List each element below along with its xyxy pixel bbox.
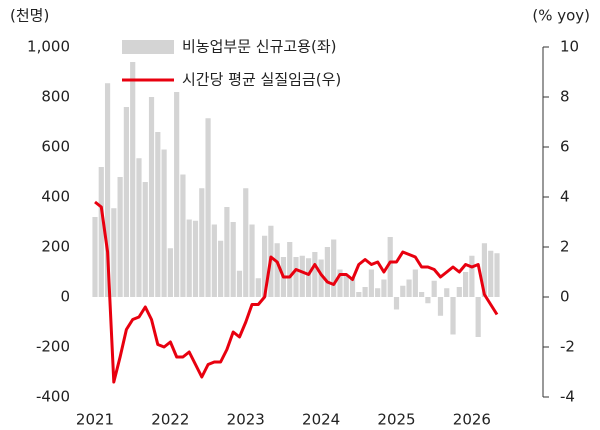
bar: [161, 149, 167, 297]
bar: [318, 259, 324, 297]
bar: [180, 174, 186, 297]
bar: [98, 167, 104, 297]
bar: [174, 92, 180, 297]
bar: [305, 258, 312, 297]
y-axis-label: (천명): [10, 7, 49, 25]
y2-tick-label: 8: [560, 88, 570, 106]
bar: [205, 118, 211, 297]
bar: [130, 62, 136, 297]
bar: [123, 107, 130, 297]
y2-tick-label: 0: [560, 288, 570, 306]
bar: [412, 269, 418, 297]
bar: [274, 243, 280, 297]
bar: [243, 188, 249, 297]
bar: [312, 252, 318, 297]
bar: [142, 182, 148, 297]
bar: [261, 235, 268, 297]
bar: [199, 188, 205, 297]
bar: [92, 217, 98, 297]
bar: [287, 242, 293, 297]
bar: [431, 280, 437, 297]
bar: [375, 288, 381, 297]
bar: [387, 237, 393, 297]
bar: [450, 297, 456, 335]
legend-swatch: [122, 40, 174, 54]
bar: [224, 207, 230, 297]
bar: [400, 285, 406, 297]
bar: [293, 257, 299, 297]
bar: [155, 132, 161, 297]
x-tick-label: 2023: [227, 411, 265, 429]
bar: [299, 255, 305, 297]
bar: [337, 269, 343, 297]
bar: [255, 278, 261, 297]
bar: [117, 177, 123, 297]
legend-label: 시간당 평균 실질임금(우): [182, 71, 341, 89]
bar: [136, 158, 142, 297]
bar: [218, 240, 224, 297]
y-tick-label: 600: [41, 138, 70, 156]
y-tick-label: 200: [41, 238, 70, 256]
y-tick-label: -200: [36, 338, 70, 356]
bar: [186, 219, 192, 297]
bar: [444, 288, 450, 297]
bar: [488, 250, 494, 297]
bar: [469, 255, 475, 297]
y2-tick-label: -2: [560, 338, 575, 356]
x-tick-label: 2026: [453, 411, 491, 429]
bar: [211, 224, 217, 297]
bar: [356, 292, 362, 297]
bar: [368, 269, 374, 297]
y2-axis-label: (% yoy): [532, 7, 590, 25]
bar: [349, 278, 356, 297]
legend-label: 비농업부문 신규고용(좌): [182, 38, 336, 56]
bar: [393, 297, 400, 310]
bar: [192, 220, 199, 297]
bar: [230, 222, 236, 297]
y2-tick-label: 10: [560, 38, 579, 56]
x-tick-label: 2024: [302, 411, 340, 429]
bar: [148, 97, 155, 297]
bar: [324, 247, 331, 297]
bar: [406, 279, 412, 297]
line: [94, 200, 499, 384]
y2-tick-label: 2: [560, 238, 570, 256]
bar: [437, 297, 444, 316]
y-tick-label: 1,000: [27, 38, 70, 56]
x-tick-label: 2021: [76, 411, 114, 429]
bar: [462, 272, 469, 297]
bar: [419, 292, 425, 297]
y-tick-label: 400: [41, 188, 70, 206]
bar: [111, 208, 117, 297]
bar: [362, 287, 368, 297]
y2-tick-label: 4: [560, 188, 570, 206]
y2-tick-label: 6: [560, 138, 570, 156]
bar: [475, 297, 481, 337]
bar: [331, 239, 337, 297]
bar: [236, 270, 243, 297]
bar: [456, 287, 462, 297]
bar: [425, 297, 431, 304]
bar: [481, 243, 488, 297]
bar: [494, 253, 500, 297]
y-tick-label: -400: [36, 388, 70, 406]
bar: [343, 274, 349, 297]
y2-tick-label: -4: [560, 388, 575, 406]
x-tick-label: 2022: [151, 411, 189, 429]
x-tick-label: 2025: [377, 411, 415, 429]
bar: [381, 279, 387, 297]
bar: [104, 83, 111, 297]
bar: [167, 248, 173, 297]
bar: [249, 224, 255, 297]
y-tick-label: 0: [60, 288, 70, 306]
y-tick-label: 800: [41, 88, 70, 106]
